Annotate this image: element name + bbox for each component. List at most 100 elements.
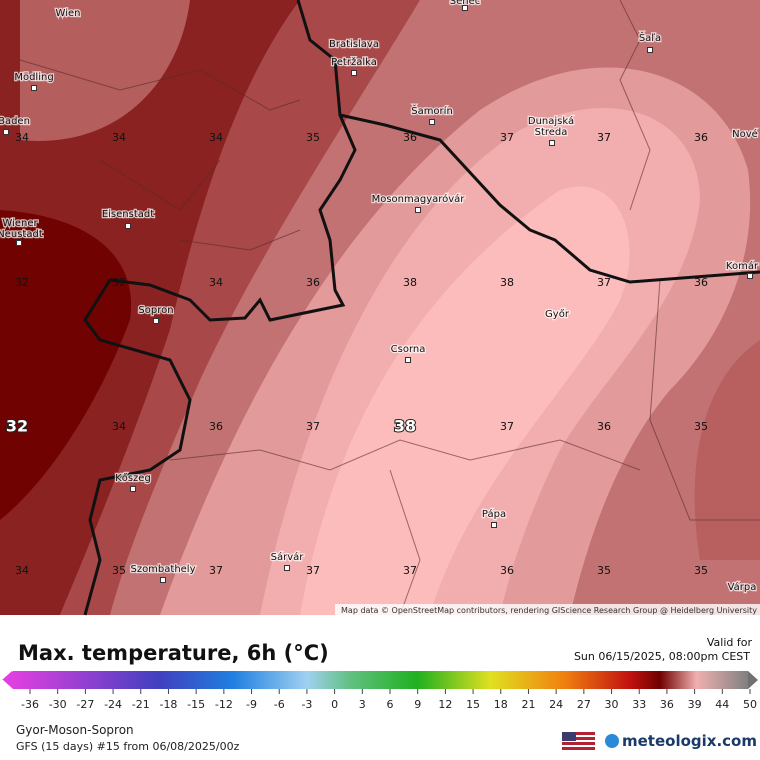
title: Max. temperature, 6h (°C) — [18, 641, 329, 665]
temperature-label: 37 — [597, 131, 611, 144]
temperature-label: 32 — [112, 276, 126, 289]
city-dot — [3, 129, 9, 135]
temperature-label: 37 — [500, 131, 514, 144]
colorbar-ticks: -36 -30 -27 -24 -21 -18 -15 -12 -9 -6 -3 0 3 6 9 12 15 18… — [21, 689, 757, 711]
colorbar-tick-label: -24 — [104, 698, 122, 711]
city-dot — [549, 140, 555, 146]
city-label: Baden — [0, 116, 30, 127]
temperature-label: 37 — [306, 420, 320, 433]
city-dot — [130, 486, 136, 492]
city-label: Pápa — [482, 508, 506, 520]
city-dot — [284, 565, 290, 571]
colorbar-tick-label: 30 — [605, 698, 619, 711]
city-label: Wiener — [2, 218, 38, 229]
city-dot — [491, 522, 497, 528]
city-label: Eisenstadt — [102, 209, 154, 220]
temperature-label: 35 — [306, 131, 320, 144]
temperature-label: 34 — [15, 564, 29, 577]
city-dot — [462, 5, 468, 11]
colorbar-tick-label: -12 — [215, 698, 233, 711]
city-label: Sárvár — [271, 551, 305, 563]
valid-time: Sun 06/15/2025, 08:00pm CEST — [574, 650, 750, 663]
map: 34 34 34 35 36 37 37 36 32 32 34 36 38 38 37 36 32 34 36 37… — [0, 0, 760, 616]
colorbar-tick-label: 27 — [577, 698, 591, 711]
city-label: Nové — [732, 128, 758, 140]
colorbar-tick-label: 44 — [715, 698, 729, 711]
region: Gyor-Moson-Sopron — [16, 723, 134, 737]
colorbar-tick-label: -36 — [21, 698, 39, 711]
temperature-label: 36 — [694, 276, 708, 289]
country-border — [83, 0, 760, 616]
city-label: Komár — [726, 260, 759, 272]
city-dot — [125, 223, 131, 229]
city-label: Dunajská — [528, 115, 574, 127]
city-label: Šamorín — [411, 104, 453, 117]
city-label: Várpa — [728, 581, 757, 593]
admin-borders — [19, 0, 760, 616]
temperature-label: 38 — [394, 417, 416, 436]
city-label: Neustadt — [0, 229, 43, 240]
colorbar-tick-label: 24 — [549, 698, 563, 711]
temperature-label: 36 — [306, 276, 320, 289]
colorbar-tick-label: 6 — [387, 698, 394, 711]
temperature-label: 34 — [112, 420, 126, 433]
temperature-label: 35 — [694, 420, 708, 433]
temperature-label: 38 — [500, 276, 514, 289]
city-label: Wien — [56, 8, 81, 19]
city-label: Szombathely — [130, 564, 195, 575]
city-label: Senec — [450, 0, 481, 7]
city-dot — [429, 119, 435, 125]
city-dot — [31, 85, 37, 91]
temperature-label: 36 — [500, 564, 514, 577]
colorbar-arrow — [3, 671, 13, 689]
temperature-label: 35 — [597, 564, 611, 577]
model-info: GFS (15 days) #15 from 06/08/2025/00z — [16, 740, 240, 753]
city-dot — [160, 577, 166, 583]
temperature-label: 34 — [209, 276, 223, 289]
colorbar-tick-label: -6 — [274, 698, 285, 711]
colorbar-tick-label: -18 — [159, 698, 177, 711]
colorbar-tick-label: -21 — [132, 698, 150, 711]
colorbar-tick-label: -27 — [76, 698, 94, 711]
colorbar-tick-label: -9 — [246, 698, 257, 711]
colorbar-tick-label: 12 — [438, 698, 452, 711]
colorbar-tick-label: 3 — [359, 698, 366, 711]
temperature-label: 34 — [15, 131, 29, 144]
band — [60, 0, 420, 615]
colorbar-tick-label: 15 — [466, 698, 480, 711]
temperature-label: 36 — [694, 131, 708, 144]
city-dot — [153, 318, 159, 324]
temperature-label: 36 — [209, 420, 223, 433]
city-dot — [351, 70, 357, 76]
colorbar-tick-label: 0 — [331, 698, 338, 711]
temperature-label: 32 — [6, 417, 28, 436]
colorbar-arrow — [748, 671, 758, 689]
city-label: Streda — [535, 127, 568, 138]
city-label: Mosonmagyaróvár — [372, 193, 466, 205]
logo-icon — [605, 734, 619, 748]
city-label: Mödling — [14, 72, 53, 83]
temperature-label: 37 — [306, 564, 320, 577]
city-label: Csorna — [391, 344, 426, 355]
colorbar-tick-label: 21 — [521, 698, 535, 711]
temperature-label: 34 — [112, 131, 126, 144]
colorbar — [13, 671, 748, 689]
colorbar-tick-label: 36 — [660, 698, 674, 711]
city-dot — [16, 240, 22, 246]
colorbar-tick-label: -15 — [187, 698, 205, 711]
temperature-label: 36 — [403, 131, 417, 144]
city-label: Šaľa — [639, 31, 661, 44]
temperature-grid: 34 34 34 35 36 37 37 36 32 32 34 36 38 38 37 36 32 34 36 37… — [5, 131, 708, 577]
temperature-label: 36 — [597, 420, 611, 433]
temperature-label: 34 — [209, 131, 223, 144]
city-dot — [405, 357, 411, 363]
brand[interactable]: meteologix.com — [622, 732, 757, 750]
city-label: Sopron — [138, 305, 173, 316]
temperature-label: 35 — [112, 564, 126, 577]
temperature-label: 35 — [694, 564, 708, 577]
city-label: Petržalka — [331, 56, 377, 68]
band — [300, 186, 630, 615]
temperature-label: 37 — [209, 564, 223, 577]
